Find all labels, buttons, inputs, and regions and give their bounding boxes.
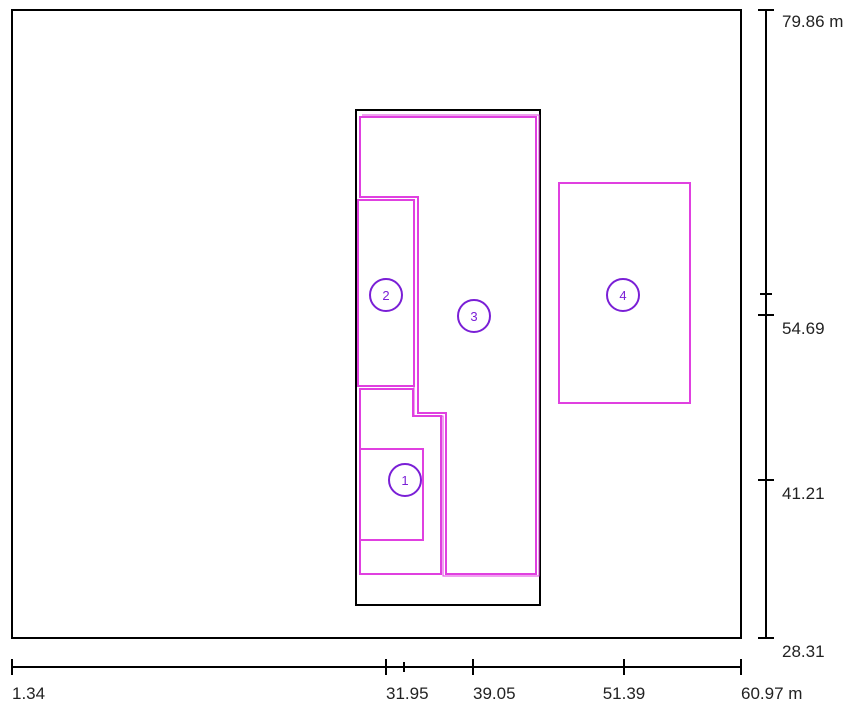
- zone-3-inner-edge: [362, 114, 540, 577]
- building-outline: [355, 109, 541, 606]
- zone-4-marker[interactable]: 4: [606, 278, 640, 312]
- zone-3-label: 3: [470, 309, 477, 324]
- zone-3-outline: [359, 116, 537, 575]
- zone-4-label: 4: [619, 288, 626, 303]
- x-tick-label-4: 51.39: [603, 684, 646, 703]
- zone-2-label: 2: [382, 288, 389, 303]
- x-dimension-line: [11, 659, 742, 675]
- x-tick-label-1: 1.34: [12, 684, 45, 703]
- zone-2-outline: [357, 199, 415, 387]
- zone-4-outline: [558, 182, 691, 404]
- y-tick-label-1: 79.86 m: [782, 12, 843, 31]
- zone-1-label: 1: [401, 473, 408, 488]
- zone-2-marker[interactable]: 2: [369, 278, 403, 312]
- y-tick-label-4: 28.31: [782, 642, 825, 661]
- y-tick-label-3: 41.21: [782, 484, 825, 503]
- y-dimension-line: [758, 9, 774, 639]
- y-tick-label-2: 54.69: [782, 319, 825, 338]
- x-tick-label-3: 39.05: [473, 684, 516, 703]
- zone-1-inner: [360, 448, 424, 541]
- x-tick-label-5: 60.97 m: [741, 684, 802, 703]
- zone-1-marker[interactable]: 1: [388, 463, 422, 497]
- x-tick-label-2: 31.95: [386, 684, 429, 703]
- site-boundary: [11, 9, 742, 639]
- zone-3-marker[interactable]: 3: [457, 299, 491, 333]
- zone-1-outer: [359, 388, 442, 575]
